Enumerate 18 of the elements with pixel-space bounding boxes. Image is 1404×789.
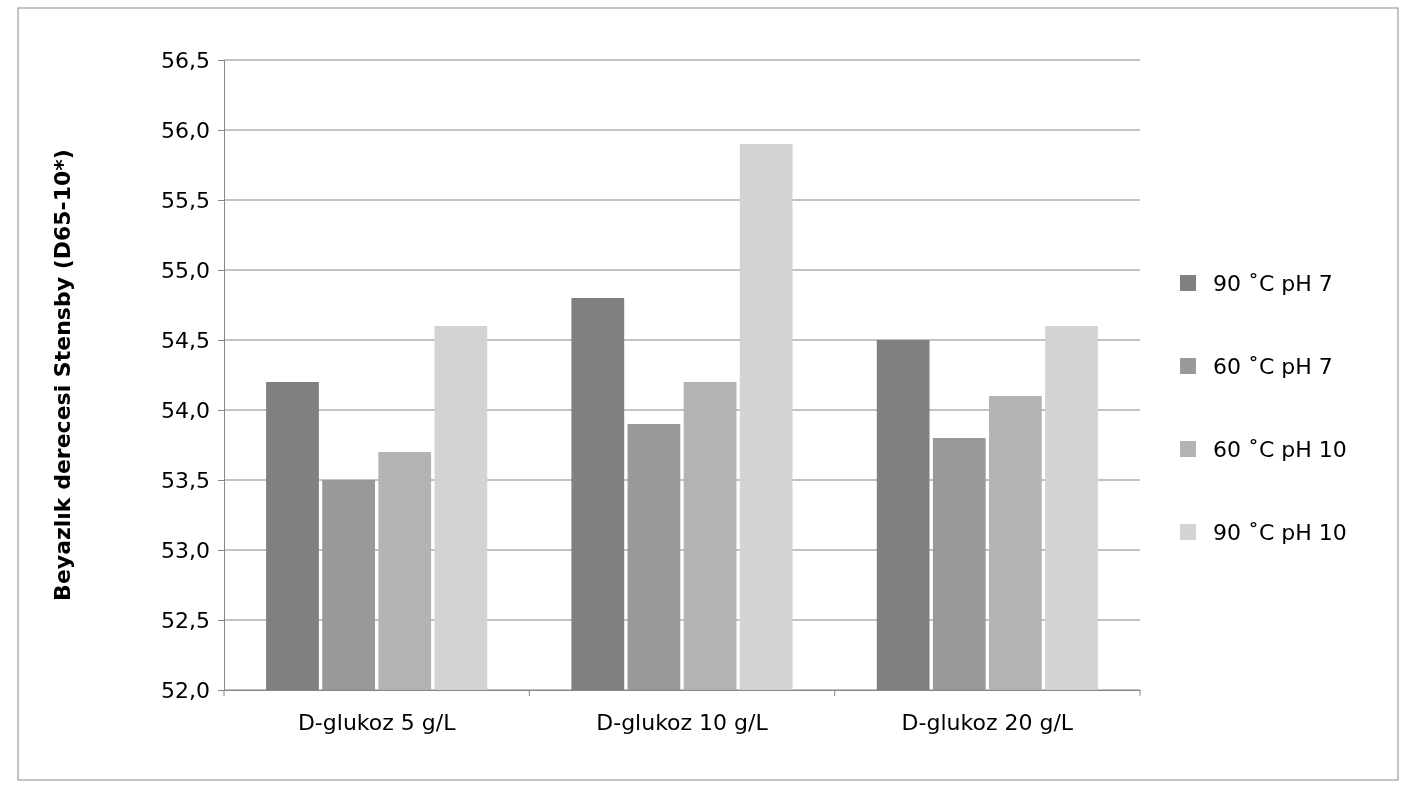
x-tick-label: D-glukoz 20 g/L (901, 709, 1074, 735)
y-tick-label: 52,0 (161, 677, 210, 703)
legend-label: 60 ˚C pH 10 (1213, 437, 1347, 462)
y-tick-label: 53,0 (161, 537, 210, 563)
y-axis-title: Beyazlık derecesi Stensby (D65-10*) (50, 149, 75, 601)
y-tick-label: 53,5 (161, 467, 210, 493)
y-tick-label: 56,0 (161, 117, 210, 143)
legend-label: 60 ˚C pH 7 (1213, 354, 1333, 379)
x-tick-label: D-glukoz 10 g/L (596, 709, 769, 735)
y-tick-label: 54,0 (161, 397, 210, 423)
y-tick-label: 56,5 (161, 47, 210, 73)
x-tick-label: D-glukoz 5 g/L (297, 709, 457, 735)
y-tick-label: 55,5 (161, 187, 210, 213)
y-tick-label: 54,5 (161, 327, 210, 353)
legend-label: 90 ˚C pH 10 (1213, 520, 1347, 545)
y-tick-label: 55,0 (161, 257, 210, 283)
legend-label: 90 ˚C pH 7 (1213, 271, 1333, 296)
y-tick-label: 52,5 (161, 607, 210, 633)
